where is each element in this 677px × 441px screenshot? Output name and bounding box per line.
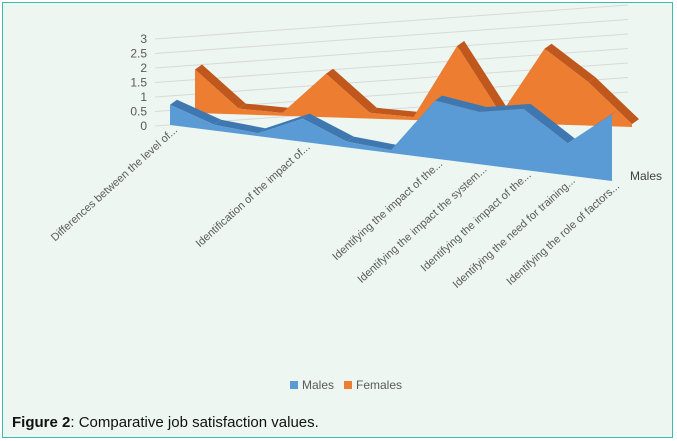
y-tick-label: 1 bbox=[140, 90, 147, 104]
y-tick-label: 2 bbox=[140, 61, 147, 75]
series-males bbox=[169, 95, 619, 181]
y-tick-label: 1.5 bbox=[130, 76, 147, 90]
area-edge bbox=[588, 77, 639, 125]
caption-text: : Comparative job satisfaction values. bbox=[70, 414, 319, 431]
legend-label: Females bbox=[356, 378, 402, 392]
area-edge bbox=[369, 107, 421, 118]
area-edge bbox=[346, 136, 398, 151]
x-tick-label: Differences between the level of... bbox=[49, 124, 180, 244]
area-edge bbox=[238, 103, 290, 113]
gridline bbox=[154, 33, 629, 69]
y-axis: 00.511.522.53 bbox=[130, 32, 147, 133]
legend-swatch bbox=[290, 381, 298, 389]
area-edge bbox=[479, 103, 531, 112]
area-edge bbox=[195, 64, 246, 109]
x-tick-label: Identification of the impact of... bbox=[194, 141, 313, 250]
area-edge bbox=[457, 41, 508, 115]
y-tick-label: 3 bbox=[140, 32, 147, 46]
depth-axis-label: Males bbox=[630, 169, 662, 183]
legend: Males Females bbox=[290, 378, 402, 392]
area-edge bbox=[544, 43, 596, 83]
gridline bbox=[154, 4, 629, 40]
area-edge bbox=[214, 119, 266, 134]
caption-label: Figure 2 bbox=[12, 414, 71, 431]
area-edge bbox=[523, 103, 575, 144]
area-edge bbox=[302, 113, 354, 142]
y-tick-label: 0 bbox=[140, 119, 147, 133]
males-area bbox=[170, 100, 612, 181]
area-edge bbox=[170, 99, 222, 125]
y-tick-label: 0.5 bbox=[130, 105, 147, 119]
area-edge bbox=[567, 109, 619, 144]
gridline bbox=[154, 19, 629, 54]
area-edge bbox=[326, 68, 377, 113]
area-edge bbox=[435, 95, 487, 112]
series-females bbox=[194, 41, 639, 127]
legend-label: Males bbox=[302, 378, 334, 392]
area-edge bbox=[258, 113, 310, 134]
figure-caption: Figure 2: Comparative job satisfaction v… bbox=[12, 414, 319, 431]
y-tick-label: 2.5 bbox=[130, 47, 147, 61]
legend-swatch bbox=[344, 381, 352, 389]
